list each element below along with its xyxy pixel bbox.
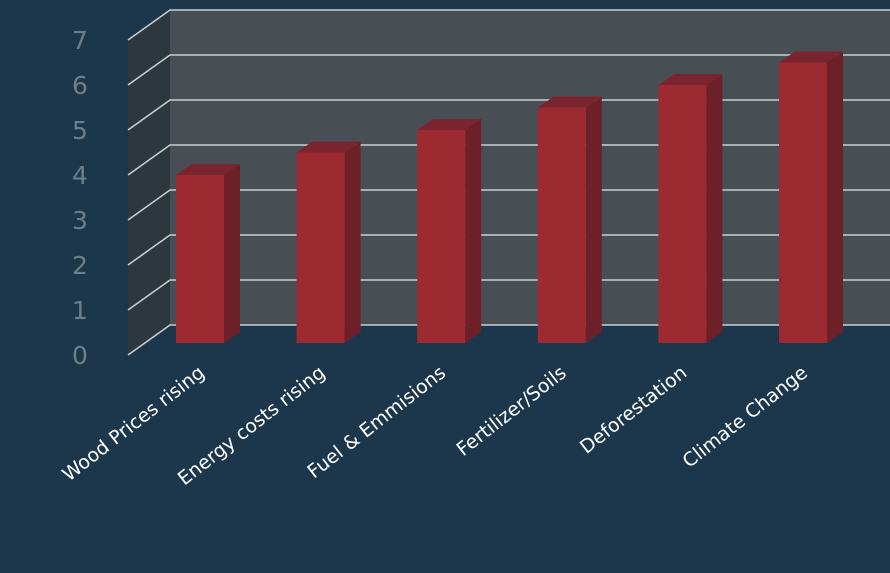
y-tick-label: 0 (72, 341, 88, 370)
bars (176, 51, 843, 343)
y-tick-label: 5 (72, 116, 88, 145)
bar (537, 96, 602, 343)
bar-front (779, 62, 827, 343)
bar-side (827, 51, 843, 343)
gridline (127, 54, 890, 86)
y-tick-label: 4 (72, 161, 88, 190)
y-tick-label: 1 (72, 296, 88, 325)
bar-front (537, 107, 586, 343)
gridline (127, 99, 890, 131)
y-tick-label: 2 (72, 251, 88, 280)
bar (296, 141, 361, 343)
gridlines (127, 9, 890, 356)
bar-side (706, 74, 723, 343)
gridline (127, 144, 890, 176)
x-category-label: Climate Change (679, 362, 812, 473)
bar-front (296, 152, 345, 343)
bar-top (417, 119, 482, 130)
side-wall (128, 10, 170, 355)
bar-front (658, 85, 707, 343)
bar-side (224, 164, 240, 343)
bar-front (417, 130, 466, 343)
bar-side (585, 96, 602, 343)
bar (417, 119, 482, 343)
gridline (127, 324, 890, 356)
bar-top (176, 164, 240, 175)
gridline (127, 279, 890, 311)
bar-side (344, 141, 361, 343)
x-category-label: Deforestation (576, 362, 691, 459)
y-axis-ticks: 0 1 2 3 4 5 6 7 (72, 26, 88, 370)
bar-top (779, 51, 843, 63)
bar-front (176, 175, 224, 343)
y-tick-label: 3 (72, 206, 88, 235)
x-category-label: Fertilizer/Soils (453, 362, 571, 461)
bar (176, 164, 240, 343)
gridline (127, 189, 890, 221)
bar-top (537, 96, 602, 108)
bar-top (296, 141, 361, 153)
bar (658, 74, 723, 343)
y-tick-label: 6 (72, 71, 88, 100)
bar-top (658, 74, 723, 85)
y-tick-label: 7 (72, 26, 88, 55)
gridline (127, 234, 890, 266)
gridline (127, 9, 890, 41)
bar-side (465, 119, 482, 343)
bar (779, 51, 843, 343)
back-wall (170, 10, 890, 325)
